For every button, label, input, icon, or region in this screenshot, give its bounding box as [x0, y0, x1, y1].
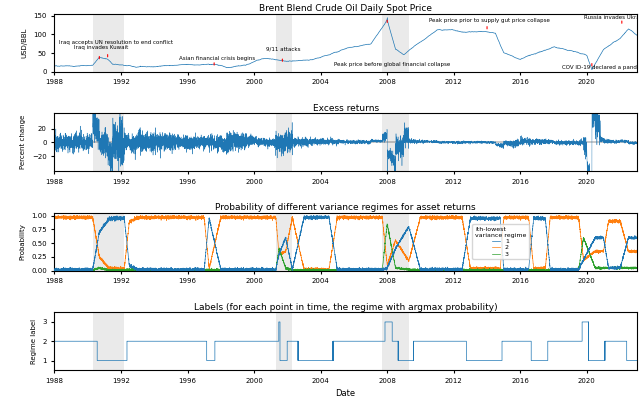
Bar: [276, 113, 292, 171]
Text: Russia invades Ukraine: Russia invades Ukraine: [584, 14, 640, 20]
2: [113, 268, 120, 273]
3: [383, 222, 391, 226]
Y-axis label: Probability: Probability: [19, 223, 26, 260]
3: [633, 266, 640, 271]
Bar: [93, 312, 124, 370]
3: [51, 268, 58, 273]
3: [388, 247, 396, 252]
Y-axis label: Percent change: Percent change: [20, 115, 26, 170]
1: [312, 213, 320, 218]
Bar: [93, 14, 124, 72]
1: [74, 268, 82, 273]
2: [198, 214, 206, 219]
X-axis label: Date: Date: [335, 389, 356, 398]
Title: Labels (for each point in time, the regime with argmax probability): Labels (for each point in time, the regi…: [194, 302, 497, 312]
1: [388, 255, 396, 259]
2: [51, 215, 58, 220]
2: [54, 213, 62, 218]
Bar: [276, 14, 292, 72]
Bar: [276, 312, 292, 370]
3: [51, 267, 58, 272]
Text: Peak price prior to supply gut price collapse: Peak price prior to supply gut price col…: [429, 18, 550, 23]
Bar: [93, 113, 124, 171]
Text: Asian financial crisis begins: Asian financial crisis begins: [179, 56, 255, 61]
1: [51, 267, 58, 272]
1: [633, 236, 640, 241]
3: [120, 267, 128, 271]
Y-axis label: Regime label: Regime label: [31, 319, 36, 364]
2: [74, 214, 82, 219]
Bar: [382, 213, 409, 271]
3: [74, 268, 82, 273]
3: [461, 267, 469, 272]
Y-axis label: USD/BBL: USD/BBL: [22, 27, 28, 58]
Line: 2: 2: [54, 216, 637, 271]
Bar: [382, 14, 409, 72]
1: [461, 249, 469, 254]
1: [51, 268, 58, 273]
Text: COV ID-19 declared a pandemic: COV ID-19 declared a pandemic: [562, 65, 640, 70]
2: [388, 248, 396, 252]
Line: 1: 1: [54, 216, 637, 271]
Bar: [276, 213, 292, 271]
1: [388, 254, 396, 258]
Legend: 1, 2, 3: 1, 2, 3: [472, 224, 529, 259]
Text: Peak price before global financial collapse: Peak price before global financial colla…: [334, 62, 450, 67]
2: [120, 267, 128, 271]
2: [633, 248, 640, 253]
Text: Iraq invades Kuwait: Iraq invades Kuwait: [74, 45, 129, 50]
2: [461, 234, 469, 238]
Title: Probability of different variance regimes for asset returns: Probability of different variance regime…: [215, 203, 476, 212]
Bar: [382, 312, 409, 370]
3: [388, 249, 396, 254]
Title: Brent Blend Crude Oil Daily Spot Price: Brent Blend Crude Oil Daily Spot Price: [259, 4, 432, 13]
Title: Excess returns: Excess returns: [312, 103, 379, 113]
Text: Iraq accepts UN resolution to end conflict: Iraq accepts UN resolution to end confli…: [60, 40, 173, 45]
1: [120, 217, 128, 222]
Line: 3: 3: [54, 224, 637, 271]
3: [198, 268, 206, 273]
Bar: [93, 213, 124, 271]
2: [388, 248, 396, 253]
Text: 9/11 attacks: 9/11 attacks: [266, 46, 300, 51]
1: [198, 268, 206, 273]
Bar: [382, 113, 409, 171]
